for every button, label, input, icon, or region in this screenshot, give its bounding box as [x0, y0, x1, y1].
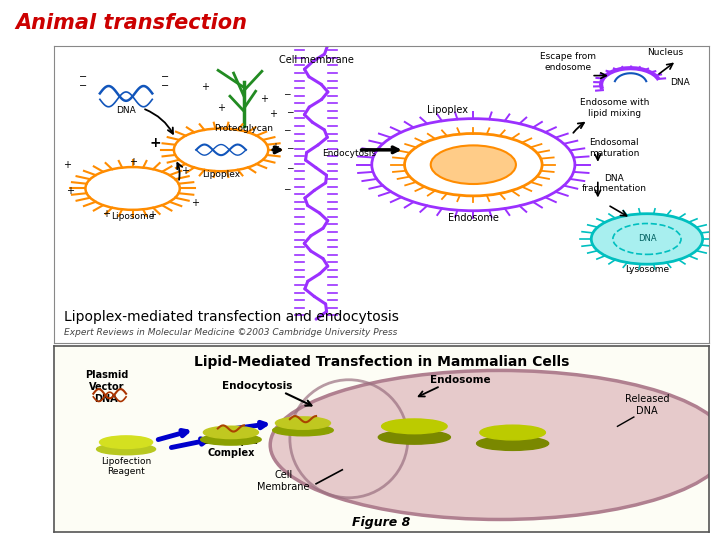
Text: Endocytosis: Endocytosis: [222, 381, 292, 391]
Ellipse shape: [99, 436, 153, 448]
Text: Liposome: Liposome: [111, 212, 154, 221]
Text: +: +: [102, 208, 110, 219]
Text: Escape from
endosome: Escape from endosome: [540, 52, 596, 72]
Ellipse shape: [382, 419, 447, 434]
Text: Released
DNA: Released DNA: [625, 394, 669, 416]
Ellipse shape: [477, 436, 549, 450]
Text: Cell
Membrane: Cell Membrane: [257, 470, 310, 492]
Circle shape: [431, 145, 516, 184]
Text: −: −: [79, 81, 88, 91]
Ellipse shape: [201, 434, 261, 445]
Text: Lysosome: Lysosome: [625, 265, 669, 274]
Text: Lipofection
Reagent: Lipofection Reagent: [101, 457, 151, 476]
Text: Animal transfection: Animal transfection: [15, 13, 247, 33]
Text: Plasmid
Vector
DNA: Plasmid Vector DNA: [85, 370, 128, 403]
Ellipse shape: [276, 417, 330, 429]
Ellipse shape: [96, 443, 156, 455]
Text: Endosomal
maturation: Endosomal maturation: [589, 138, 639, 158]
Text: +: +: [181, 166, 189, 176]
Text: +: +: [260, 94, 268, 104]
Text: +: +: [191, 198, 199, 208]
Text: DNA: DNA: [116, 106, 136, 114]
Text: −: −: [161, 81, 169, 91]
Text: Lipoplex: Lipoplex: [427, 105, 467, 114]
Text: Endosome: Endosome: [448, 213, 499, 223]
Ellipse shape: [480, 425, 546, 440]
Text: Expert Reviews in Molecular Medicine ©2003 Cambridge University Press: Expert Reviews in Molecular Medicine ©20…: [64, 328, 397, 338]
Text: +: +: [217, 103, 225, 113]
Text: Nucleus: Nucleus: [647, 48, 683, 57]
Text: +: +: [150, 136, 161, 150]
Ellipse shape: [273, 424, 333, 436]
Text: Figure 8: Figure 8: [352, 516, 411, 529]
Text: DNA-Lipid
Complex: DNA-Lipid Complex: [204, 436, 258, 458]
Ellipse shape: [203, 426, 258, 438]
Ellipse shape: [378, 430, 451, 444]
Text: +: +: [66, 186, 74, 197]
Text: −: −: [283, 90, 290, 98]
Text: −: −: [286, 164, 294, 173]
Text: +: +: [271, 142, 279, 152]
Text: −: −: [161, 72, 169, 82]
Text: +: +: [148, 210, 156, 220]
Text: Endosome: Endosome: [430, 375, 490, 385]
Text: +: +: [63, 160, 71, 170]
Text: −: −: [283, 125, 290, 134]
Text: DNA
fragmentation: DNA fragmentation: [582, 174, 647, 193]
Text: DNA: DNA: [670, 78, 690, 86]
Text: +: +: [201, 83, 209, 92]
Text: −: −: [286, 143, 294, 152]
Text: −: −: [283, 185, 290, 193]
Text: Proteoglycan: Proteoglycan: [215, 124, 274, 132]
Text: Endosome with
lipid mixing: Endosome with lipid mixing: [580, 98, 649, 118]
Text: +: +: [129, 157, 137, 167]
Text: Lipoplex: Lipoplex: [202, 170, 240, 179]
Text: Lipoplex-mediated transfection and endocytosis: Lipoplex-mediated transfection and endoc…: [64, 309, 399, 323]
Text: Cell membrane: Cell membrane: [279, 55, 354, 65]
Text: Endocytosis: Endocytosis: [322, 149, 376, 158]
Circle shape: [591, 214, 703, 264]
Text: −: −: [79, 72, 88, 82]
Text: Lipid-Mediated Transfection in Mammalian Cells: Lipid-Mediated Transfection in Mammalian…: [194, 355, 570, 369]
Text: DNA: DNA: [638, 234, 656, 244]
Text: +: +: [269, 109, 277, 119]
Ellipse shape: [270, 370, 720, 519]
Text: −: −: [286, 107, 294, 116]
